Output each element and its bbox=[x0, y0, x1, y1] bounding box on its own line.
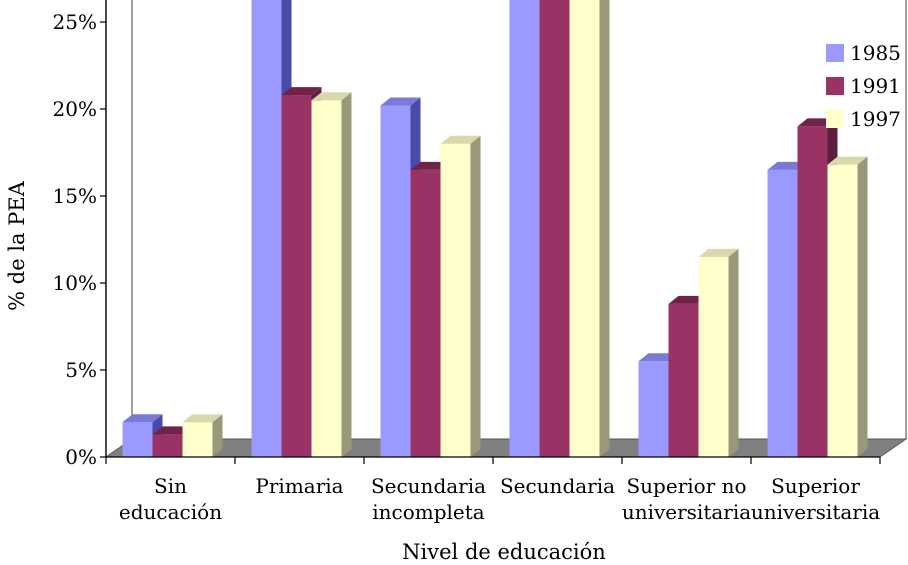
x-tick-label: universitaria bbox=[751, 500, 880, 524]
bar-1997-front bbox=[440, 143, 471, 458]
bar-1997-side bbox=[728, 248, 739, 457]
bar-1985-front bbox=[122, 422, 153, 457]
bar-1997-side bbox=[857, 156, 868, 457]
y-tick-label: 10% bbox=[53, 271, 97, 295]
legend-label-1997: 1997 bbox=[850, 107, 901, 131]
bar-1991-front bbox=[410, 169, 441, 457]
bar-1997-side bbox=[212, 414, 223, 457]
bar-1991-front bbox=[152, 434, 183, 457]
legend-label-1985: 1985 bbox=[850, 41, 901, 65]
y-tick-label: 25% bbox=[53, 10, 97, 34]
bar-1997-top bbox=[440, 135, 481, 144]
x-tick-label: Superior bbox=[771, 474, 860, 498]
bars-group bbox=[122, 0, 868, 458]
bar-1985-top bbox=[380, 97, 421, 106]
bar-1997-side bbox=[599, 0, 610, 457]
bar-1991-front bbox=[281, 95, 312, 457]
bar-1991-front bbox=[797, 126, 828, 458]
bar-1985-front bbox=[767, 169, 798, 457]
y-axis-title: % de la PEA bbox=[5, 180, 29, 311]
x-tick-label: incompleta bbox=[372, 500, 485, 524]
bar-1997-top bbox=[182, 414, 223, 423]
y-tick-label: 0% bbox=[65, 445, 97, 469]
legend: 1985 1991 1997 bbox=[826, 41, 901, 131]
bar-1985-front bbox=[638, 361, 669, 457]
x-tick-label: Secundaria bbox=[371, 474, 486, 498]
bar-1985-front bbox=[380, 105, 411, 458]
bar-1985-top bbox=[122, 414, 163, 423]
bar-1991-front bbox=[539, 0, 570, 457]
x-tick-label: universitaria bbox=[622, 500, 751, 524]
y-tick-label: 15% bbox=[53, 184, 97, 208]
bar-1997-side bbox=[341, 92, 352, 458]
x-tick-label: Secundaria bbox=[500, 474, 615, 498]
bar-1997-top bbox=[827, 156, 868, 165]
y-tick-label: 5% bbox=[65, 358, 97, 382]
x-tick-label: Primaria bbox=[255, 474, 343, 498]
bar-1991-front bbox=[668, 303, 699, 457]
legend-swatch-1997 bbox=[826, 110, 844, 128]
bar-1991-top bbox=[281, 87, 322, 96]
x-axis-title: Nivel de educación bbox=[402, 540, 606, 564]
bar-1985-front bbox=[509, 0, 540, 458]
bar-1997-top bbox=[311, 92, 352, 101]
bar-1997-side bbox=[470, 135, 481, 458]
bar-1997-front bbox=[569, 0, 600, 457]
x-tick-label: Sin bbox=[154, 474, 187, 498]
bar-1997-top bbox=[698, 248, 739, 257]
bar-1985-front bbox=[251, 0, 282, 458]
legend-swatch-1985 bbox=[826, 44, 844, 62]
bar-1997-front bbox=[827, 164, 858, 457]
bar-1997-front bbox=[182, 422, 213, 457]
bar-1997-front bbox=[698, 256, 729, 457]
x-tick-label: educación bbox=[119, 500, 222, 524]
bar-1997-front bbox=[311, 100, 342, 458]
legend-label-1991: 1991 bbox=[850, 74, 901, 98]
y-axis: 0%5%10%15%20%25%30%35% bbox=[53, 0, 107, 469]
legend-swatch-1991 bbox=[826, 77, 844, 95]
x-tick-label: Superior no bbox=[626, 474, 746, 498]
y-tick-label: 20% bbox=[53, 97, 97, 121]
